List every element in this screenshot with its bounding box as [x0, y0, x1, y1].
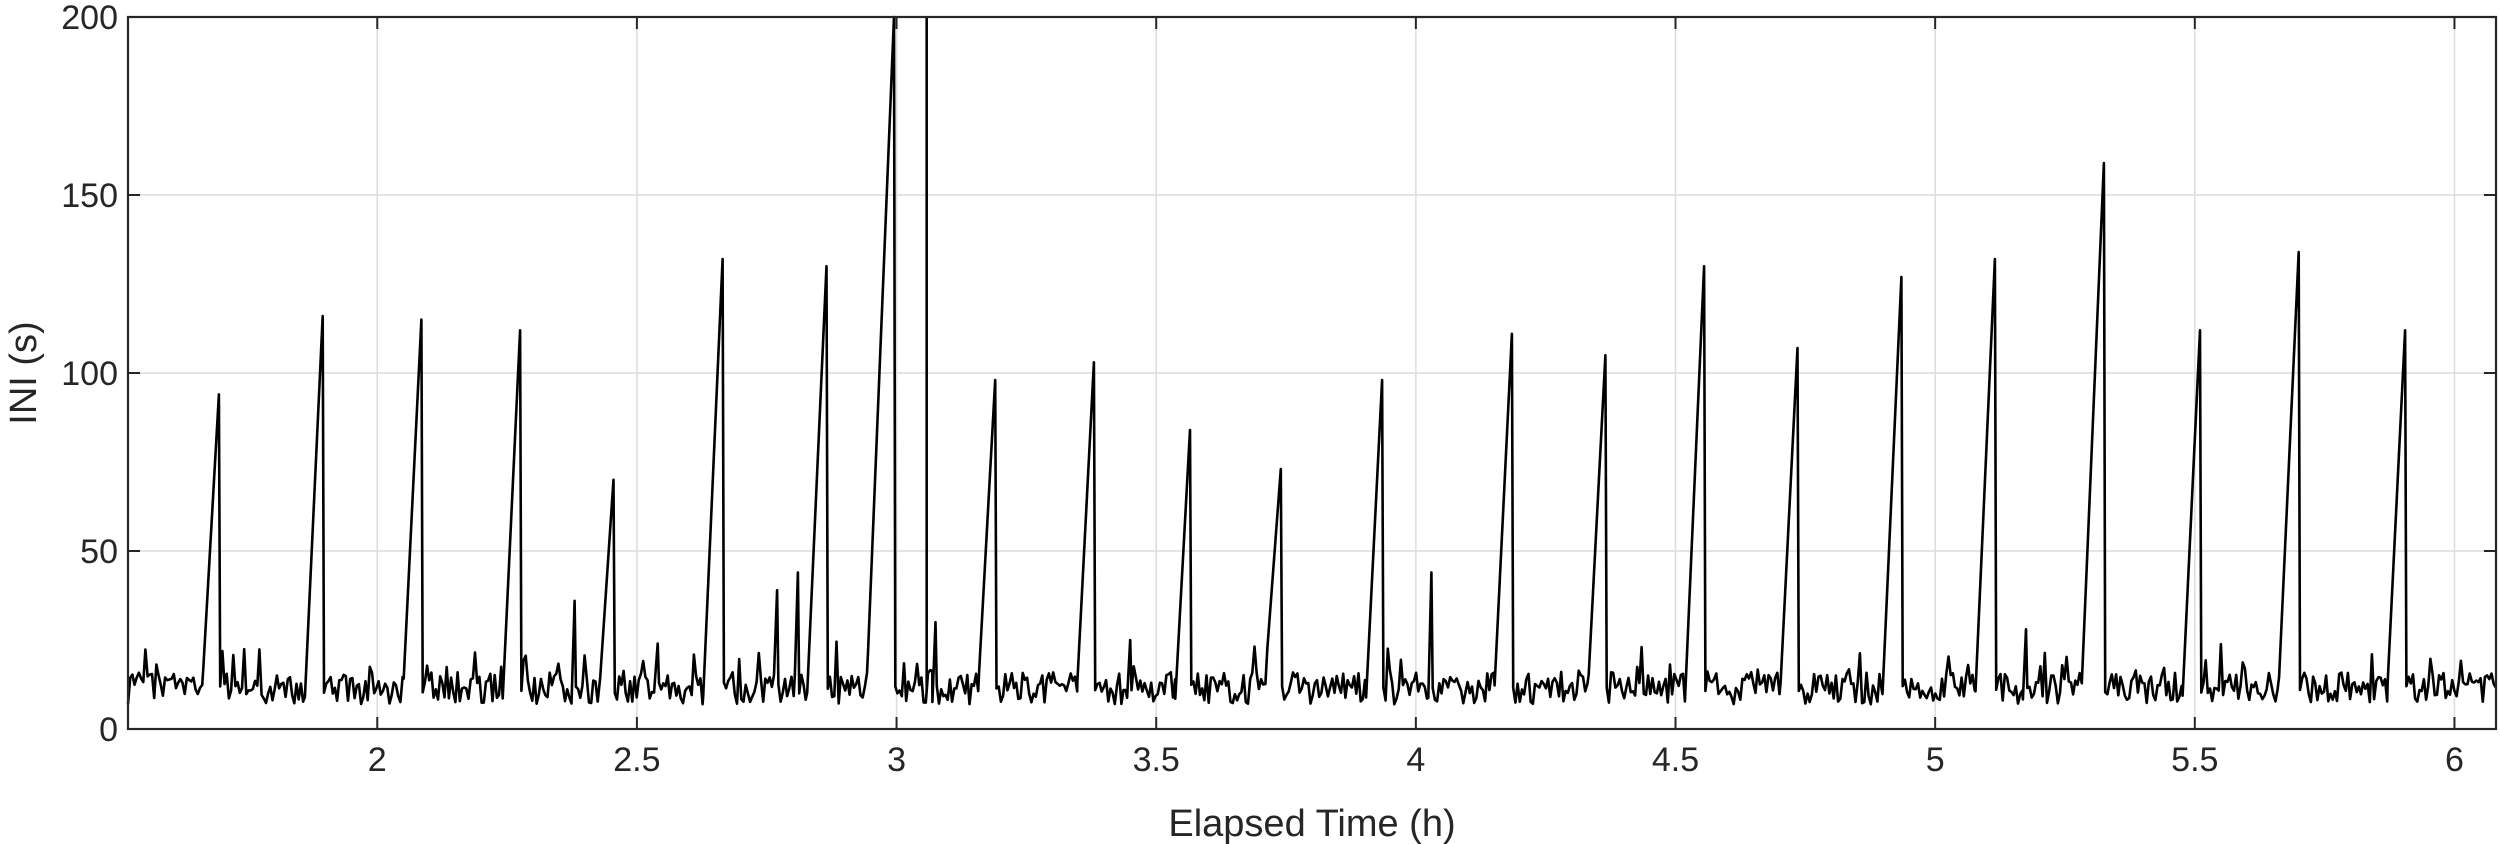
y-tick-label: 200 [61, 0, 118, 37]
series-layer [126, 15, 2497, 706]
grid-lines [128, 16, 2496, 730]
x-tick-label: 2.5 [613, 741, 660, 779]
x-tick-label: 4.5 [1652, 741, 1699, 779]
ini-series-line [126, 15, 2497, 706]
y-tick-label: 0 [99, 711, 118, 749]
y-axis-label: INI (s) [3, 321, 45, 424]
y-tick-label: 150 [61, 177, 118, 215]
y-tick-labels: 0 50 100 150 200 [61, 0, 118, 749]
x-tick-label: 3 [887, 741, 906, 779]
x-axis-label: Elapsed Time (h) [1168, 803, 1455, 844]
x-tick-label: 5 [1926, 741, 1945, 779]
y-tick-label: 100 [61, 355, 118, 393]
y-tick-label: 50 [80, 533, 118, 571]
x-tick-label: 3.5 [1133, 741, 1180, 779]
x-tick-label: 6 [2445, 741, 2464, 779]
x-tick-label: 4 [1406, 741, 1425, 779]
tick-marks [128, 16, 2496, 730]
x-tick-label: 5.5 [2171, 741, 2218, 779]
x-tick-labels: 2 2.5 3 3.5 4 4.5 5 5.5 6 [368, 741, 2464, 779]
x-tick-label: 2 [368, 741, 387, 779]
